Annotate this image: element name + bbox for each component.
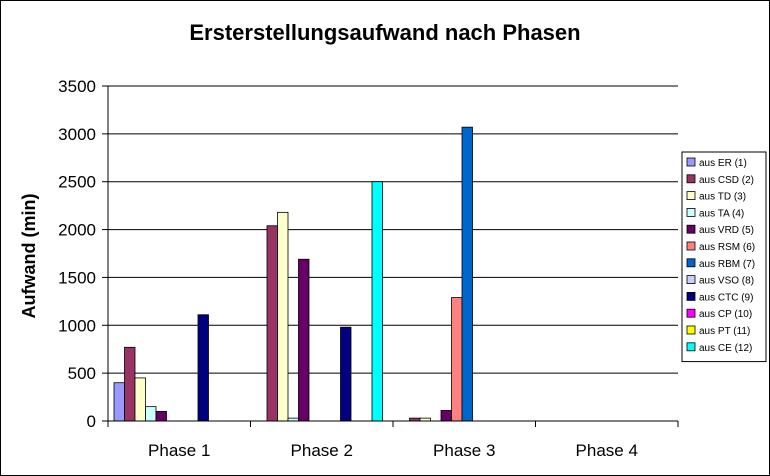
- bar: [155, 411, 167, 422]
- bar: [124, 346, 136, 422]
- legend-label: aus ER (1): [699, 158, 747, 169]
- bar: [440, 410, 452, 422]
- y-tick-label: 3500: [58, 77, 96, 96]
- y-tick-label: 3000: [58, 125, 96, 144]
- x-tick-label: Phase 3: [433, 441, 495, 460]
- bar: [145, 406, 157, 422]
- legend-swatch: [686, 174, 696, 184]
- y-tick-label: 2000: [58, 221, 96, 240]
- legend-swatch: [686, 207, 696, 217]
- y-tick-label: 1000: [58, 316, 96, 335]
- bars: [113, 126, 473, 422]
- legend-label: aus CTC (9): [699, 292, 753, 303]
- chart-title: Ersterstellungsaufwand nach Phasen: [189, 20, 580, 45]
- legend-swatch: [686, 342, 696, 352]
- legend-label: aus VRD (5): [699, 225, 754, 236]
- legend-swatch: [686, 191, 696, 201]
- legend-label: aus CE (12): [699, 343, 752, 354]
- legend-label: aus PT (11): [699, 326, 750, 337]
- bar: [451, 297, 463, 422]
- legend-swatch: [686, 258, 696, 268]
- legend-swatch: [686, 241, 696, 251]
- legend-swatch: [686, 224, 696, 234]
- legend-label: aus TA (4): [699, 208, 744, 219]
- legend-label: aus CSD (2): [699, 175, 754, 186]
- bar: [371, 181, 383, 422]
- y-tick-labels: 0 500 1000 1500 2000 2500 3000 3500: [58, 77, 96, 431]
- legend-swatch: [686, 275, 696, 285]
- legend-label: aus VSO (8): [699, 276, 754, 287]
- legend-label: aus TD (3): [699, 192, 746, 203]
- legend-swatch: [686, 291, 696, 301]
- legend-swatch: [686, 308, 696, 318]
- y-tick-label: 0: [87, 412, 96, 431]
- bar: [134, 377, 146, 422]
- bar: [197, 314, 209, 422]
- bar: [461, 126, 473, 422]
- bar: [298, 258, 310, 422]
- legend-label: aus RBM (7): [699, 259, 755, 270]
- x-tick-label: Phase 2: [291, 441, 353, 460]
- legend-label: aus CP (10): [699, 309, 752, 320]
- axes: [107, 86, 679, 427]
- legend-label: aus RSM (6): [699, 242, 755, 253]
- x-tick-labels: Phase 1 Phase 2 Phase 3 Phase 4: [148, 441, 638, 460]
- legend: aus ER (1) aus CSD (2) aus TD (3) aus TA (4…: [681, 151, 767, 363]
- bar: [113, 382, 125, 422]
- legend-swatch: [686, 157, 696, 167]
- bar: [266, 225, 278, 422]
- x-tick-label: Phase 1: [148, 441, 210, 460]
- y-tick-label: 500: [68, 364, 96, 383]
- x-tick-label: Phase 4: [576, 441, 638, 460]
- legend-box: [681, 151, 767, 363]
- y-tick-label: 1500: [58, 268, 96, 287]
- bar: [277, 211, 289, 422]
- bar: [340, 326, 352, 422]
- legend-swatch: [686, 325, 696, 335]
- y-tick-label: 2500: [58, 173, 96, 192]
- y-axis-label: Aufwand (min): [19, 194, 39, 319]
